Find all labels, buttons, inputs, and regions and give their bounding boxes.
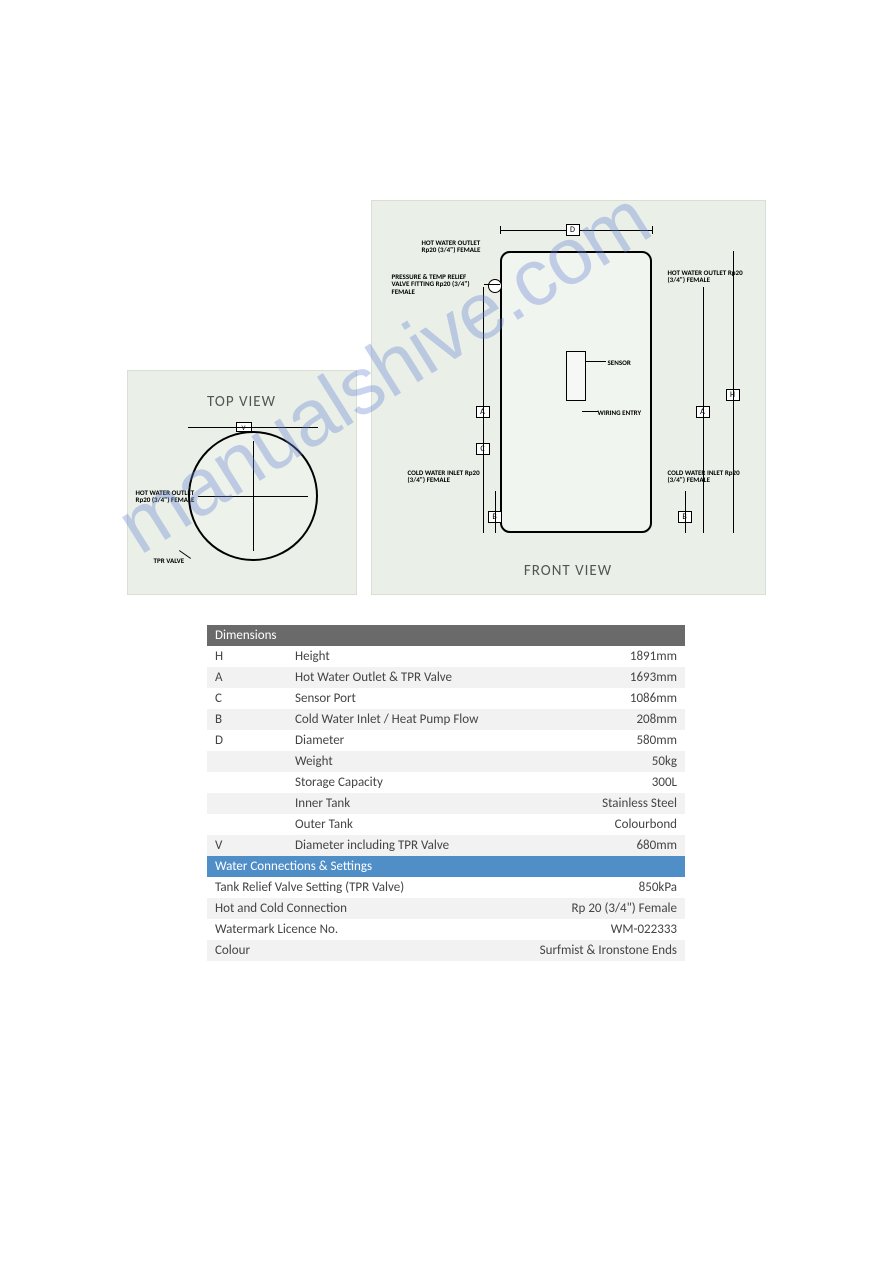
dim-desc: Storage Capacity — [287, 772, 517, 793]
front-view-title: FRONT VIEW — [372, 562, 765, 580]
spec-table: DimensionsHHeight1891mmAHot Water Outlet… — [207, 625, 685, 961]
leader — [586, 361, 606, 362]
table-row: Storage Capacity300L — [207, 772, 685, 793]
label-hwo-top: HOT WATER OUTLET Rp20 (3/4") FEMALE — [422, 239, 492, 254]
table-row: Inner TankStainless Steel — [207, 793, 685, 814]
dim-line-a-right — [703, 287, 704, 533]
label-cwi-right: COLD WATER INLET Rp20 (3/4") FEMALE — [668, 469, 754, 484]
diagrams-row: TOP VIEW V HOT WATER OUTLET Rp20 (3/4") … — [0, 0, 892, 595]
section-header-settings: Water Connections & Settings — [207, 856, 685, 877]
setting-desc: Watermark Licence No. — [207, 919, 517, 940]
dim-val: 580mm — [517, 730, 685, 751]
dim-desc: Cold Water Inlet / Heat Pump Flow — [287, 709, 517, 730]
center-cross-v — [253, 441, 254, 551]
dim-line-h — [733, 251, 734, 533]
table-row: CSensor Port1086mm — [207, 688, 685, 709]
dim-line — [188, 427, 318, 428]
dim-desc: Outer Tank — [287, 814, 517, 835]
leader — [582, 411, 598, 412]
dim-key — [207, 793, 287, 814]
setting-desc: Hot and Cold Connection — [207, 898, 517, 919]
front-view-panel: D HOT WATER OUTLET Rp20 (3/4") FEMALE PR… — [371, 200, 766, 595]
dim-val: 1891mm — [517, 646, 685, 667]
dim-val: 1086mm — [517, 688, 685, 709]
table-row: Water Connections & Settings — [207, 856, 685, 877]
dim-line-a-left — [483, 287, 484, 533]
top-view-panel: TOP VIEW V HOT WATER OUTLET Rp20 (3/4") … — [127, 370, 357, 595]
dim-val: Colourbond — [517, 814, 685, 835]
table-row: Watermark Licence No.WM-022333 — [207, 919, 685, 940]
dim-tick — [652, 226, 653, 234]
table-row: AHot Water Outlet & TPR Valve1693mm — [207, 667, 685, 688]
dim-key: A — [207, 667, 287, 688]
dim-desc: Hot Water Outlet & TPR Valve — [287, 667, 517, 688]
table-row: ColourSurfmist & Ironstone Ends — [207, 940, 685, 961]
label-tpr-valve: TPR VALVE — [154, 557, 185, 564]
setting-val: 850kPa — [517, 877, 685, 898]
dim-key — [207, 751, 287, 772]
setting-val: Rp 20 (3/4") Female — [517, 898, 685, 919]
leader — [484, 284, 500, 285]
dim-desc: Diameter including TPR Valve — [287, 835, 517, 856]
dim-box-d: D — [566, 224, 580, 236]
label-cwi-left: COLD WATER INLET Rp20 (3/4") FEMALE — [408, 469, 492, 484]
dim-desc: Inner Tank — [287, 793, 517, 814]
dim-val: 300L — [517, 772, 685, 793]
section-header-dimensions: Dimensions — [207, 625, 685, 646]
top-view-title: TOP VIEW — [128, 393, 356, 411]
setting-desc: Tank Relief Valve Setting (TPR Valve) — [207, 877, 517, 898]
table-row: VDiameter including TPR Valve680mm — [207, 835, 685, 856]
dim-val: 1693mm — [517, 667, 685, 688]
tpr-valve-fitting — [488, 279, 502, 293]
dim-key: H — [207, 646, 287, 667]
label-pressure-temp: PRESSURE & TEMP RELIEF VALVE FITTING Rp2… — [392, 273, 484, 295]
dim-key — [207, 814, 287, 835]
dim-key: D — [207, 730, 287, 751]
label-sensor: SENSOR — [608, 359, 631, 366]
dim-key: B — [207, 709, 287, 730]
setting-desc: Colour — [207, 940, 517, 961]
table-row: Dimensions — [207, 625, 685, 646]
table-row: Hot and Cold ConnectionRp 20 (3/4") Fema… — [207, 898, 685, 919]
dim-line-b-left — [495, 491, 496, 533]
setting-val: WM-022333 — [517, 919, 685, 940]
dim-key: C — [207, 688, 287, 709]
top-view-drawing: V HOT WATER OUTLET Rp20 (3/4") FEMALE TP… — [136, 419, 350, 579]
label-hwo-right: HOT WATER OUTLET Rp20 (3/4") FEMALE — [668, 269, 754, 284]
dim-desc: Height — [287, 646, 517, 667]
dim-desc: Diameter — [287, 730, 517, 751]
table-row: BCold Water Inlet / Heat Pump Flow208mm — [207, 709, 685, 730]
table-row: Weight50kg — [207, 751, 685, 772]
setting-val: Surfmist & Ironstone Ends — [517, 940, 685, 961]
dim-desc: Sensor Port — [287, 688, 517, 709]
front-view-drawing: D HOT WATER OUTLET Rp20 (3/4") FEMALE PR… — [372, 201, 765, 594]
dim-key — [207, 772, 287, 793]
dim-val: 208mm — [517, 709, 685, 730]
dim-line-b-right — [685, 491, 686, 533]
label-hot-water-outlet: HOT WATER OUTLET Rp20 (3/4") FEMALE — [136, 489, 196, 504]
table-row: DDiameter580mm — [207, 730, 685, 751]
page: TOP VIEW V HOT WATER OUTLET Rp20 (3/4") … — [0, 0, 892, 1263]
table-row: HHeight1891mm — [207, 646, 685, 667]
dim-desc: Weight — [287, 751, 517, 772]
table-row: Tank Relief Valve Setting (TPR Valve)850… — [207, 877, 685, 898]
label-wiring: WIRING ENTRY — [598, 409, 642, 416]
sensor-box — [566, 351, 586, 401]
dim-key: V — [207, 835, 287, 856]
dim-val: 50kg — [517, 751, 685, 772]
dim-val: 680mm — [517, 835, 685, 856]
table-row: Outer TankColourbond — [207, 814, 685, 835]
dim-val: Stainless Steel — [517, 793, 685, 814]
dim-tick — [500, 226, 501, 234]
